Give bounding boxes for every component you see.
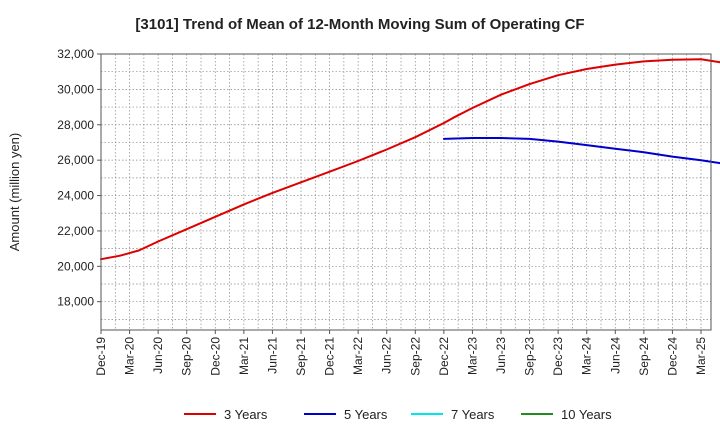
series-lines	[100, 58, 720, 261]
x-tick-label: Sep-20	[180, 337, 194, 376]
grid-lines	[101, 54, 711, 330]
x-axis: Dec-19 Mar-20 Jun-20 Sep-20 Dec-20 Mar-21 Jun-…	[94, 330, 708, 376]
legend-item-3-years: 3 Years	[184, 407, 268, 422]
x-tick-label: Mar-25	[694, 337, 708, 375]
legend-label: 7 Years	[451, 407, 495, 422]
legend: 3 Years 5 Years 7 Years 10 Years	[184, 407, 612, 422]
legend-item-5-years: 5 Years	[304, 407, 388, 422]
x-tick-label: Sep-22	[408, 337, 422, 376]
x-tick-label: Jun-21	[265, 337, 279, 374]
x-tick-label: Jun-22	[380, 337, 394, 374]
x-tick-label: Dec-19	[94, 337, 108, 376]
y-tick-label: 18,000	[57, 295, 94, 309]
y-tick-label: 32,000	[57, 47, 94, 61]
legend-item-10-years: 10 Years	[521, 407, 612, 422]
x-tick-label: Dec-21	[323, 337, 337, 376]
x-tick-label: Mar-23	[465, 337, 479, 375]
y-tick-label: 28,000	[57, 118, 94, 132]
x-tick-label: Mar-22	[351, 337, 365, 375]
y-tick-label: 30,000	[57, 82, 94, 96]
legend-label: 3 Years	[224, 407, 268, 422]
x-tick-label: Dec-24	[665, 337, 679, 376]
x-tick-label: Mar-20	[123, 337, 137, 375]
plot-border	[100, 53, 712, 331]
x-tick-label: Mar-21	[237, 337, 251, 375]
x-tick-label: Jun-24	[608, 337, 622, 374]
chart-title: [3101] Trend of Mean of 12-Month Moving …	[135, 16, 584, 33]
legend-item-7-years: 7 Years	[411, 407, 495, 422]
plot-area	[101, 54, 711, 330]
x-tick-label: Jun-23	[494, 337, 508, 374]
legend-label: 5 Years	[344, 407, 388, 422]
y-tick-label: 22,000	[57, 224, 94, 238]
x-tick-label: Sep-21	[294, 337, 308, 376]
y-tick-label: 24,000	[57, 189, 94, 203]
series-line-5-years	[442, 137, 720, 165]
x-tick-label: Jun-20	[151, 337, 165, 374]
x-tick-label: Sep-24	[637, 337, 651, 376]
x-tick-label: Dec-23	[551, 337, 565, 376]
legend-label: 10 Years	[561, 407, 612, 422]
x-tick-label: Sep-23	[523, 337, 537, 376]
x-tick-label: Dec-20	[208, 337, 222, 376]
series-line-3-years	[100, 58, 720, 261]
plot-background	[101, 54, 711, 330]
y-axis: 18,000 20,000 22,000 24,000 26,000 28,000 30,0…	[57, 47, 101, 309]
x-tick-label: Mar-24	[580, 337, 594, 375]
y-axis-label: Amount (million yen)	[7, 133, 22, 252]
y-tick-label: 20,000	[57, 259, 94, 273]
x-tick-label: Dec-22	[437, 337, 451, 376]
y-tick-label: 26,000	[57, 153, 94, 167]
